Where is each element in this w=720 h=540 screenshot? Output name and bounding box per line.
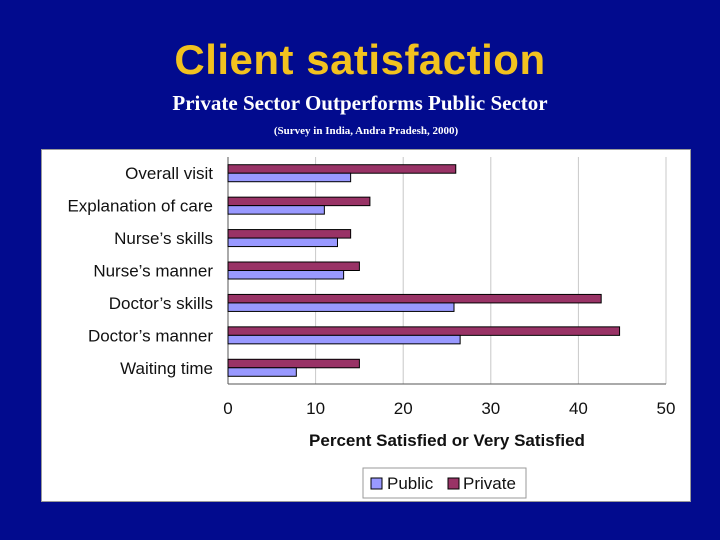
bar-private xyxy=(227,358,360,369)
bar-public xyxy=(227,205,325,215)
category-label: Doctor’s manner xyxy=(88,326,213,345)
bar-private xyxy=(227,229,352,239)
bar-public xyxy=(227,270,345,280)
survey-note: (Survey in India, Andra Pradesh, 2000) xyxy=(273,125,459,137)
legend-label-private: Private xyxy=(463,474,516,493)
x-tick-label: 10 xyxy=(306,399,325,418)
bar-private xyxy=(227,164,457,174)
category-label: Explanation of care xyxy=(67,197,213,216)
legend-label-public: Public xyxy=(387,474,434,493)
category-label: Overall visit xyxy=(125,164,213,183)
bar-private xyxy=(227,261,360,271)
legend: Public Private xyxy=(362,467,527,499)
category-label: Nurse’s manner xyxy=(93,262,213,281)
bar-private xyxy=(227,196,371,207)
bar-public xyxy=(227,367,297,377)
bar-private xyxy=(227,293,602,304)
legend-swatch-public xyxy=(370,477,383,490)
bar-chart: Overall visit Explanation of care Nurse’s … xyxy=(41,149,691,502)
bars xyxy=(227,164,621,377)
legend-swatch-private xyxy=(447,477,460,490)
x-tick-label: 50 xyxy=(657,399,676,418)
gridlines xyxy=(227,157,667,385)
category-label: Waiting time xyxy=(120,359,213,378)
legend-box xyxy=(362,467,527,499)
bar-public xyxy=(227,302,455,312)
chart-svg: Overall visit Explanation of care Nurse’s … xyxy=(67,157,675,499)
category-label: Nurse’s skills xyxy=(114,229,213,248)
x-tick-label: 20 xyxy=(394,399,413,418)
x-tick-label: 30 xyxy=(481,399,500,418)
category-label: Doctor’s skills xyxy=(109,294,213,313)
slide-title: Client satisfaction xyxy=(174,36,546,83)
category-labels: Overall visit Explanation of care Nurse’s … xyxy=(67,164,213,378)
bar-private xyxy=(227,326,621,336)
bar-public xyxy=(227,172,352,183)
x-tick-label: 40 xyxy=(569,399,588,418)
x-tick-labels: 0 10 20 30 40 50 xyxy=(223,399,675,418)
slide-subtitle: Private Sector Outperforms Public Sector xyxy=(172,91,548,115)
bar-public xyxy=(227,237,338,248)
bar-public xyxy=(227,334,461,345)
x-tick-label: 0 xyxy=(223,399,232,418)
x-axis-title: Percent Satisfied or Very Satisfied xyxy=(309,431,585,450)
